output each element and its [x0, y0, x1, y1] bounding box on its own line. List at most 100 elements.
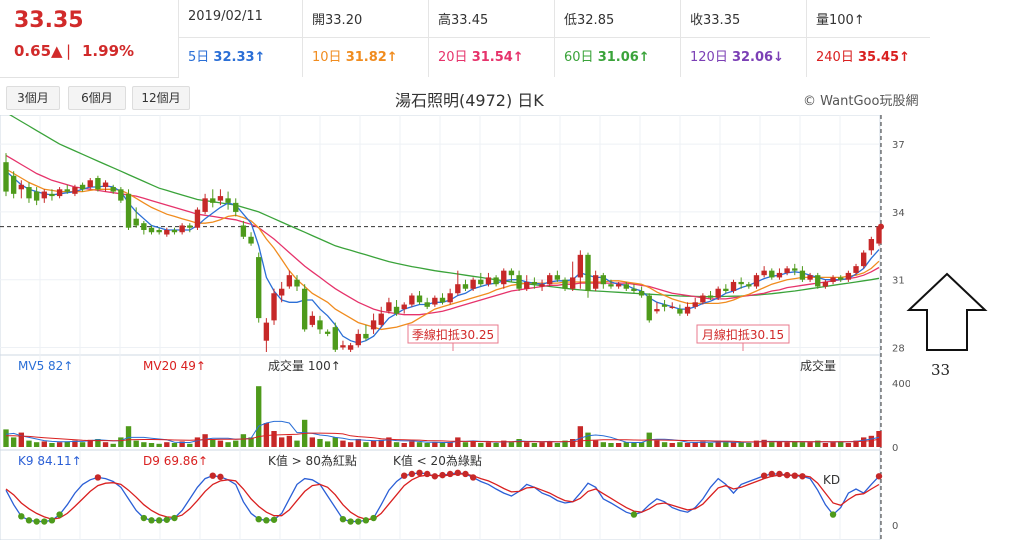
volume-title: 成交量 100↑ [268, 358, 341, 373]
candle-body [56, 189, 63, 197]
candle-body [815, 275, 821, 287]
volume-bar [485, 442, 492, 447]
kd-green-dot [829, 511, 837, 518]
arrow-label: 33 [931, 361, 951, 379]
volume-bar [815, 440, 821, 447]
kd-green-dot [155, 517, 163, 524]
ma10-field: 10日 31.82↑ [312, 46, 398, 65]
volume-bar [10, 437, 17, 447]
low-field: 低32.85 [564, 9, 614, 28]
ma240-label: 240日 [816, 50, 854, 65]
volume-bar [516, 439, 522, 447]
candle-body [753, 275, 760, 287]
quote-box: 33.35 0.65▲ | 1.99% [0, 0, 179, 78]
kd-green-dot [270, 516, 278, 523]
volume-bar [125, 426, 132, 447]
price-tick-label: 37 [892, 140, 905, 151]
volume-bar [294, 440, 300, 447]
candle-body [164, 229, 170, 235]
volume-bar [799, 442, 806, 447]
candle-body [485, 277, 492, 285]
range-3m-button[interactable]: 3個月 [6, 86, 60, 110]
candle-body [562, 279, 568, 289]
volume-bar [615, 443, 622, 447]
candle-body [478, 279, 484, 285]
volume-bar [592, 440, 599, 447]
volume-bar [393, 442, 400, 447]
candle-body [424, 302, 430, 307]
open-label: 開 [312, 13, 326, 28]
volume-bar [470, 441, 476, 447]
volume-bar [761, 439, 767, 447]
volume-tick-label: 400 [892, 379, 910, 390]
candle-body [148, 227, 155, 233]
volume-bar [600, 442, 606, 447]
candle-body [516, 275, 522, 289]
ma120-field: 120日 32.06↓ [690, 46, 784, 65]
low-label: 低 [564, 13, 578, 28]
volume-bar [508, 442, 515, 447]
kd-tick-label: 0 [892, 521, 898, 532]
candle-body [623, 284, 629, 289]
candle-body [845, 272, 852, 280]
volume-bar [424, 443, 430, 447]
kd-green-dot [630, 511, 638, 518]
price-percent: 1.99% [82, 42, 135, 60]
volume-tick-label: 0 [892, 443, 898, 454]
volume-bar [409, 441, 415, 447]
candle-body [301, 288, 308, 330]
candle-body [661, 304, 668, 307]
copyright-text: © WantGoo玩股網 [803, 94, 919, 109]
volume-bar [822, 443, 829, 447]
candle-body [363, 333, 369, 339]
kd-red-dot [423, 470, 431, 478]
candle-body [799, 270, 806, 280]
kd-red-dot [408, 470, 416, 478]
axis-ticks: 28 31 34 37 0 400 0 [892, 140, 910, 532]
candle-body [761, 270, 767, 276]
volume-bar [432, 442, 438, 447]
ma120-label: 120日 [690, 50, 728, 65]
ma60-label: 60日 [564, 50, 594, 65]
kd-green-dot [163, 516, 171, 523]
close-label: 收 [690, 13, 704, 28]
candle-body [861, 252, 867, 267]
candle-body [340, 345, 346, 348]
volume-bar [638, 442, 645, 447]
kd-red-dot [454, 469, 462, 476]
volume-bar [547, 441, 553, 447]
candlesticks [3, 153, 884, 352]
ma240-field: 240日 35.45↑ [816, 46, 910, 65]
volume-bar [317, 439, 323, 447]
candle-body [3, 162, 9, 192]
open-field: 開33.20 [312, 9, 362, 28]
mv5-label: MV5 82↑ [18, 359, 73, 373]
candle-body [715, 288, 721, 298]
candle-body [769, 270, 775, 278]
month-annotation: 月線扣抵30.15 [696, 324, 790, 351]
candle-body [102, 182, 109, 188]
candle-body [332, 327, 338, 350]
candle-body [615, 284, 622, 287]
volume-bar [340, 440, 346, 447]
volume-bar [677, 442, 683, 447]
price-change: 0.65▲ [14, 42, 63, 60]
close-value: 33.35 [703, 13, 741, 28]
ma5-value: 32.33↑ [213, 50, 266, 65]
candle-body [409, 295, 415, 305]
candle-body [156, 229, 162, 233]
volume-bar [26, 440, 32, 447]
volume-bar [585, 432, 591, 447]
chart-title: 湯石照明(4972) 日K [395, 91, 544, 110]
volume-bar [210, 439, 216, 447]
kd-red-dot [416, 469, 423, 476]
range-12m-button[interactable]: 12個月 [132, 86, 190, 110]
candle-body [524, 281, 530, 289]
volume-bar [707, 443, 714, 447]
volume-bar [776, 441, 783, 447]
season-annotation-label: 季線扣抵30.25 [412, 327, 494, 342]
range-6m-button[interactable]: 6個月 [68, 86, 126, 110]
candle-body [876, 226, 882, 244]
volume-bar [41, 441, 47, 447]
kd-green-dot [255, 516, 262, 523]
